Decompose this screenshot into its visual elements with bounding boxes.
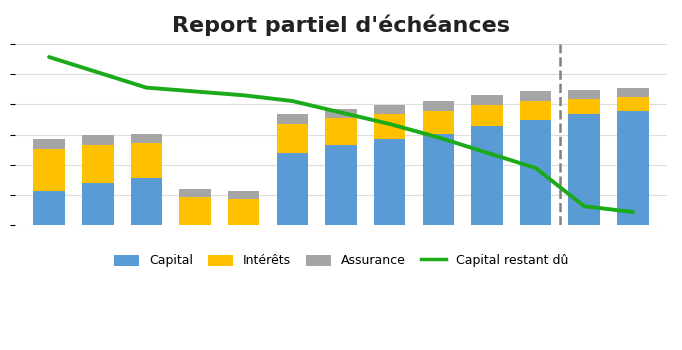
Bar [228,198,259,225]
Bar [617,97,649,111]
Bar [33,191,65,225]
Bar [179,189,211,197]
Bar [228,191,259,198]
Bar [130,134,162,143]
Bar [520,91,552,101]
Bar [374,139,406,225]
Bar [471,105,503,126]
Bar [471,95,503,105]
Bar [276,124,308,153]
Bar [569,114,600,225]
Bar [33,149,65,191]
Bar [569,90,600,99]
Bar [179,197,211,225]
Bar [617,88,649,97]
Bar [276,153,308,225]
Bar [374,105,406,114]
Legend: Capital, Intérêts, Assurance, Capital restant dû: Capital, Intérêts, Assurance, Capital re… [108,248,574,274]
Bar [471,126,503,225]
Bar [82,145,113,183]
Bar [423,134,454,225]
Title: Report partiel d'échéances: Report partiel d'échéances [172,15,510,36]
Bar [325,108,357,118]
Bar [276,114,308,124]
Bar [374,114,406,139]
Bar [130,143,162,177]
Bar [325,118,357,145]
Bar [423,111,454,134]
Bar [82,135,113,145]
Bar [33,139,65,149]
Bar [520,101,552,120]
Bar [520,120,552,225]
Bar [82,183,113,225]
Bar [423,101,454,111]
Bar [617,111,649,225]
Bar [130,177,162,225]
Bar [325,145,357,225]
Bar [569,99,600,114]
